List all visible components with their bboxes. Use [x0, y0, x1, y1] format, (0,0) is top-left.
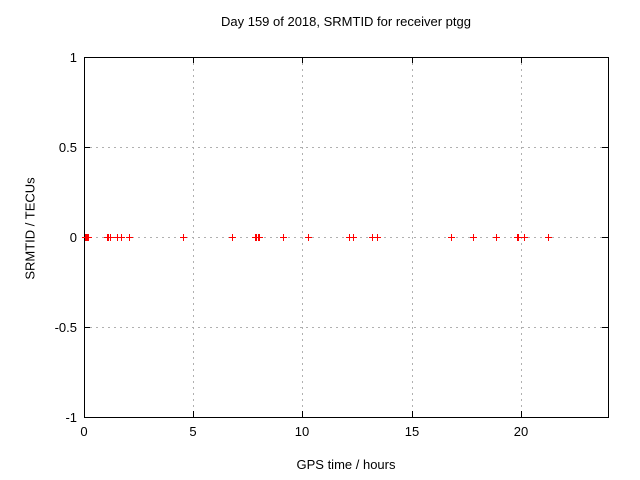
- x-tick-label: 0: [80, 424, 88, 439]
- data-point-marker: [180, 234, 187, 241]
- x-tick-label: 15: [404, 424, 420, 439]
- data-point-marker: [229, 234, 236, 241]
- data-point-marker: [521, 234, 528, 241]
- y-tick-label: 0.5: [58, 140, 77, 155]
- y-tick-label: 1: [69, 50, 77, 65]
- data-point-marker: [85, 234, 92, 241]
- data-point-marker: [126, 234, 133, 241]
- x-tick-label: 10: [294, 424, 310, 439]
- data-point-marker: [256, 234, 263, 241]
- chart-title: Day 159 of 2018, SRMTID for receiver ptg…: [220, 14, 471, 29]
- y-tick-label: -0.5: [54, 320, 77, 335]
- y-tick-label: 0: [69, 230, 77, 245]
- data-point-marker: [448, 234, 455, 241]
- x-axis-title: GPS time / hours: [296, 457, 396, 472]
- x-tick-label: 20: [513, 424, 529, 439]
- data-point-marker: [118, 234, 125, 241]
- y-tick-label: -1: [65, 410, 77, 425]
- data-point-marker: [374, 234, 381, 241]
- data-point-marker: [280, 234, 287, 241]
- data-point-marker: [107, 234, 114, 241]
- data-point-marker: [545, 234, 552, 241]
- data-point-marker: [305, 234, 312, 241]
- data-point-marker: [350, 234, 357, 241]
- y-axis-title: SRMTID / TECUs: [22, 177, 38, 280]
- x-tick-label: 5: [189, 424, 197, 439]
- data-point-marker: [515, 234, 522, 241]
- data-point-marker: [470, 234, 477, 241]
- data-point-marker: [493, 234, 500, 241]
